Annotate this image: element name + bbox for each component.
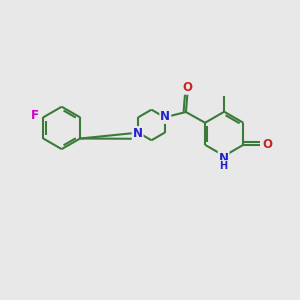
Text: H: H xyxy=(220,161,228,171)
Text: F: F xyxy=(31,109,39,122)
Text: N: N xyxy=(133,127,142,140)
Text: O: O xyxy=(182,81,192,94)
Text: N: N xyxy=(160,110,170,123)
Text: O: O xyxy=(262,138,272,151)
Text: N: N xyxy=(219,152,229,165)
